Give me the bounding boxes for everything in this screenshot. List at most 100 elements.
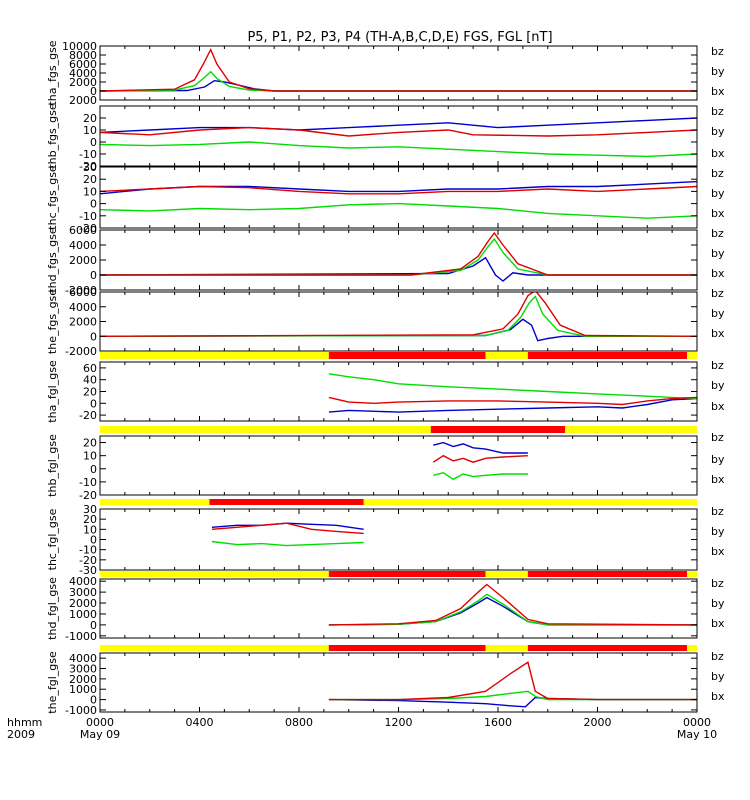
- y-tick-label: 0: [90, 85, 97, 98]
- y-tick-label: 20: [83, 513, 97, 526]
- series-by-line: [328, 593, 697, 626]
- y-tick-label: 0: [90, 694, 97, 707]
- legend-bz: bz: [711, 45, 724, 58]
- legend-by: by: [711, 247, 725, 260]
- series-bz-line: [100, 185, 697, 195]
- y-axis-label: the_fgl_gse: [46, 651, 59, 714]
- panel-frame: [99, 578, 698, 639]
- series-by-line: [100, 237, 697, 276]
- y-axis-label: the_fgs_gse: [46, 289, 59, 354]
- y-axis-label: tha_fgl_gse: [46, 360, 59, 423]
- y-tick-label: -20: [79, 222, 97, 235]
- y-tick-label: 30: [83, 161, 97, 174]
- y-tick-label: 0: [90, 198, 97, 211]
- x-tick-label: 0000: [683, 716, 711, 729]
- y-tick-label: -20: [79, 554, 97, 567]
- status-bar-segment: [687, 645, 697, 651]
- series-bz-line: [328, 583, 697, 626]
- legend-by: by: [711, 453, 725, 466]
- y-tick-label: 1000: [69, 608, 97, 621]
- chart-title: P5, P1, P2, P3, P4 (TH-A,B,C,D,E) FGS, F…: [247, 30, 552, 45]
- legend-by: by: [711, 125, 725, 138]
- legend-bz: bz: [711, 227, 724, 240]
- y-tick-label: 6000: [69, 286, 97, 299]
- panel-frame: [99, 291, 698, 352]
- y-tick-label: 2000: [69, 254, 97, 267]
- y-tick-label: 6000: [69, 224, 97, 237]
- status-bar-segment: [687, 571, 697, 577]
- legend-bx: bx: [711, 327, 725, 340]
- status-bar-segment: [328, 352, 486, 359]
- series-bx-line: [100, 318, 697, 342]
- y-tick-label: 60: [83, 362, 97, 375]
- series-bz-line: [328, 396, 697, 406]
- status-bar-segment: [209, 499, 364, 505]
- series-by-line: [328, 690, 697, 701]
- y-tick-label: 0: [90, 619, 97, 632]
- legend-by: by: [711, 525, 725, 538]
- y-tick-label: 2000: [69, 316, 97, 329]
- legend-bz: bz: [711, 287, 724, 300]
- status-bar-segment: [100, 499, 210, 505]
- series-bz-line: [211, 522, 364, 535]
- legend-bx: bx: [711, 207, 725, 220]
- series-by-line: [328, 373, 697, 400]
- series-by-line: [100, 202, 697, 219]
- series-bz-line: [432, 454, 528, 463]
- y-tick-label: 2000: [69, 76, 97, 89]
- y-axis-label: thd_fgs_gse: [46, 227, 59, 293]
- legend-bz: bz: [711, 167, 724, 180]
- series-by-line: [433, 471, 528, 481]
- legend-bx: bx: [711, 147, 725, 160]
- y-tick-label: 4000: [69, 239, 97, 252]
- legend-bz: bz: [711, 650, 724, 663]
- status-bar-segment: [328, 571, 486, 577]
- y-tick-label: -2000: [65, 284, 97, 297]
- x-tick-sublabel: May 09: [80, 728, 120, 741]
- y-axis-label: tha_fgs_gse: [46, 40, 59, 105]
- series-bx-line: [328, 696, 697, 708]
- series-by-line: [211, 540, 364, 547]
- y-tick-label: 4000: [69, 67, 97, 80]
- x-tick-label: 1600: [484, 716, 512, 729]
- legend-by: by: [711, 670, 725, 683]
- series-by-line: [100, 295, 697, 337]
- panel-frame: [99, 435, 698, 496]
- series-by-line: [100, 141, 697, 158]
- status-bar-segment: [328, 645, 486, 651]
- status-bar-segment: [527, 571, 688, 577]
- series-bz-line: [328, 661, 697, 701]
- panel-frame: [99, 229, 698, 291]
- series-bz-line: [100, 47, 697, 92]
- x-tick-sublabel: May 10: [677, 728, 717, 741]
- y-tick-label: 0: [90, 330, 97, 343]
- status-bar-segment: [485, 571, 528, 577]
- y-tick-label: 30: [83, 503, 97, 516]
- legend-bz: bz: [711, 359, 724, 372]
- y-tick-label: 20: [83, 173, 97, 186]
- status-bar-segment: [485, 352, 528, 359]
- panel-frame: [99, 166, 698, 229]
- status-bar-segment: [100, 645, 329, 651]
- panel-frame: [99, 45, 698, 101]
- y-tick-label: 0: [90, 269, 97, 282]
- y-tick-label: -1000: [65, 704, 97, 717]
- panel-frame: [99, 105, 698, 167]
- status-bar-segment: [485, 645, 528, 651]
- legend-bx: bx: [711, 545, 725, 558]
- y-tick-label: 8000: [69, 49, 97, 62]
- legend-bx: bx: [711, 400, 725, 413]
- legend-by: by: [711, 307, 725, 320]
- status-bar-segment: [100, 571, 329, 577]
- y-tick-label: -10: [79, 476, 97, 489]
- series-bx-line: [100, 117, 697, 134]
- legend-bx: bx: [711, 617, 725, 630]
